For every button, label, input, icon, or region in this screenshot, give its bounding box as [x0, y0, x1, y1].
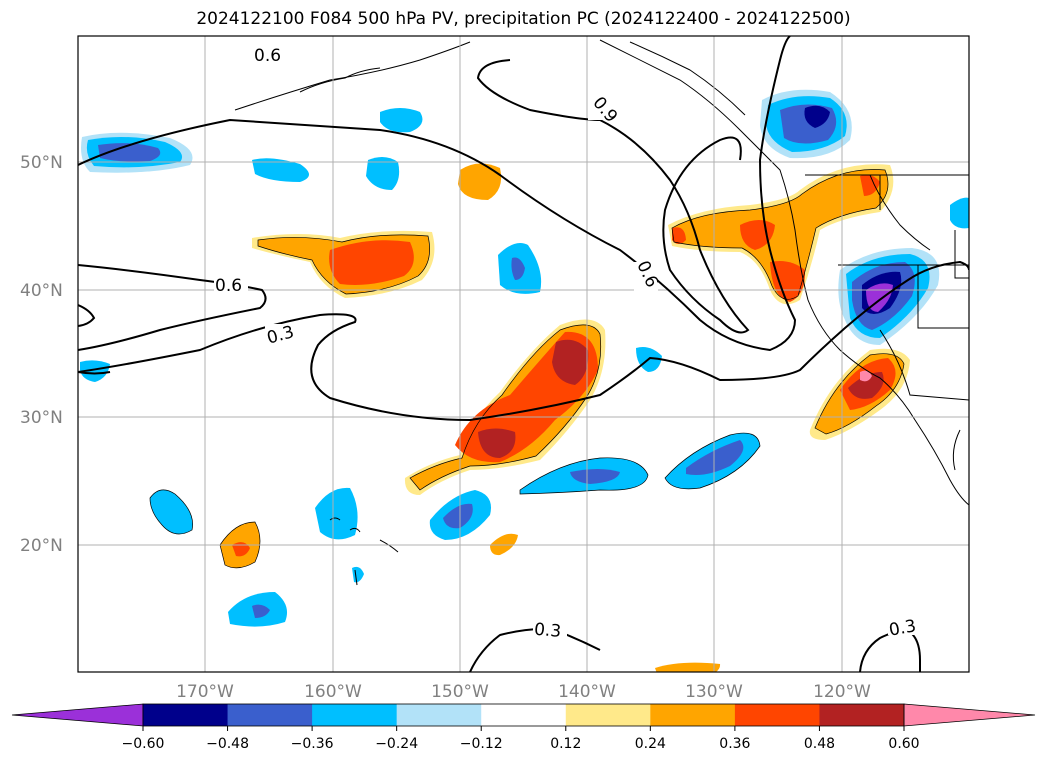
plot-frame: [77, 35, 970, 673]
colorbar-tick-label: −0.48: [206, 736, 249, 752]
colorbar-segment: [143, 704, 229, 726]
lon-label-160w: 160°W: [304, 682, 362, 702]
lon-label-120w: 120°W: [813, 682, 871, 702]
contour-labels: 0.6 0.9 0.6 0.6 0.3 0.3 0.3: [214, 46, 922, 642]
lon-label-170w: 170°W: [176, 682, 234, 702]
colorbar-tick-label: −0.12: [460, 736, 503, 752]
map-title: 2024122100 F084 500 hPa PV, precipitatio…: [196, 9, 851, 29]
contour-label-top: 0.6: [254, 46, 281, 66]
gridlines: [78, 36, 969, 672]
colorbar-segment: [734, 704, 820, 726]
lat-label-30n: 30°N: [20, 408, 63, 428]
colorbar-tick-label: −0.60: [122, 736, 165, 752]
plot-area: 0.6 0.9 0.6 0.6 0.3 0.3 0.3: [78, 36, 969, 672]
colorbar-segment: [481, 704, 567, 726]
precip-outlines: [149, 169, 905, 569]
contour-label-06-west: 0.6: [215, 276, 242, 296]
longitude-labels: 170°W 160°W 150°W 140°W 130°W 120°W: [176, 682, 871, 702]
lon-label-130w: 130°W: [685, 682, 743, 702]
contour-label-03-south: 0.3: [533, 620, 562, 642]
colorbar-tick-label: 0.48: [804, 736, 835, 752]
lat-label-50n: 50°N: [20, 153, 63, 173]
colorbar-tick-label: 0.12: [550, 736, 581, 752]
colorbar-segment: [396, 704, 482, 726]
colorbar-segment: [650, 704, 736, 726]
colorbar-tick-label: 0.60: [888, 736, 919, 752]
contour-label-03-east: 0.3: [888, 616, 918, 640]
lat-label-40n: 40°N: [20, 281, 63, 301]
lon-label-150w: 150°W: [431, 682, 489, 702]
lon-label-140w: 140°W: [558, 682, 616, 702]
colorbar-extend-min: [11, 703, 144, 727]
colorbar-extend-max: [903, 703, 1036, 727]
colorbar-tick-label: −0.36: [291, 736, 334, 752]
coastlines: [234, 39, 969, 586]
colorbar-tick-label: 0.36: [719, 736, 750, 752]
colorbar-segment: [312, 704, 398, 726]
precip-pc-fill: [80, 89, 969, 672]
latitude-labels: 50°N 40°N 30°N 20°N: [20, 153, 63, 556]
colorbar-segment: [227, 704, 313, 726]
colorbar-tick-label: −0.24: [375, 736, 418, 752]
colorbar-tick-label: 0.24: [635, 736, 666, 752]
colorbar-segment: [565, 704, 651, 726]
colorbar: −0.60 −0.48 −0.36 −0.24 −0.12 0.12 0.24 0.36 0.4…: [11, 703, 1036, 752]
colorbar-segment: [819, 704, 905, 726]
pv-contours: [78, 36, 969, 672]
lat-label-20n: 20°N: [20, 536, 63, 556]
